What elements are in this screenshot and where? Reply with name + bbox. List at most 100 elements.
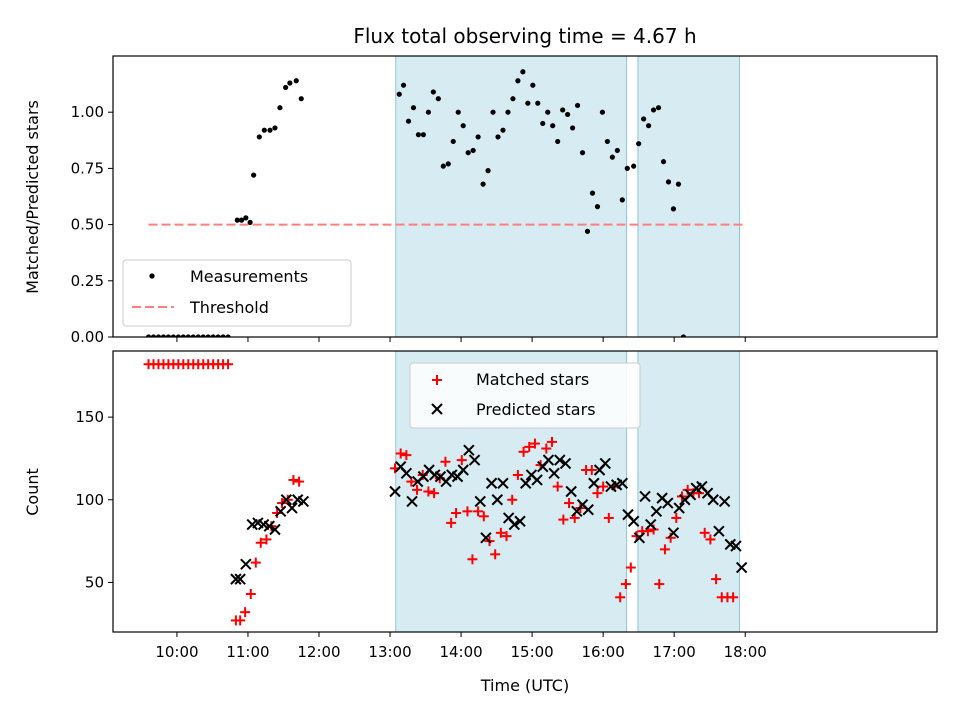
measurement-point	[277, 105, 283, 111]
predicted-star-point	[520, 477, 532, 489]
measurement-point	[560, 107, 566, 113]
predicted-star-point	[616, 477, 629, 489]
measurement-point	[261, 127, 267, 133]
measurement-point	[743, 0, 748, 3]
x-axis-label: Time (UTC)	[480, 676, 569, 695]
predicted-star-point	[588, 477, 600, 489]
measurement-point	[185, 334, 191, 337]
measurement-point	[450, 138, 456, 145]
measurement-point	[155, 334, 162, 337]
measurement-point	[415, 132, 422, 138]
predicted-star-point	[234, 573, 246, 585]
matched-star-point	[495, 527, 506, 538]
count-panel: 50 100 150 10:00 11:00 12:00 13:00 14:00 15:00 16…	[75, 350, 938, 661]
y-tick-label: 0.75	[71, 159, 104, 177]
measurement-point	[160, 334, 167, 337]
legend: Measurements Threshold	[122, 259, 352, 327]
measurement-point	[165, 334, 172, 337]
predicted-star-point	[633, 532, 646, 544]
measurement-point	[490, 109, 496, 115]
measurement-point	[234, 217, 240, 223]
legend-predicted-label: Predicted stars	[476, 400, 596, 419]
predicted-star-point	[713, 525, 725, 537]
predicted-star-point	[639, 490, 651, 503]
y-tick-label: 0.00	[71, 328, 104, 346]
measurement-point	[675, 181, 682, 187]
legend: Matched stars Predicted stars	[409, 362, 641, 429]
matched-star-point	[473, 506, 484, 517]
matched-star-point	[711, 574, 722, 585]
matched-star-point	[654, 579, 665, 590]
measurement-point	[465, 150, 471, 156]
x-tick-label: 18:00	[724, 643, 767, 661]
measurement-point	[220, 334, 226, 337]
predicted-star-point	[269, 523, 281, 536]
measurement-point	[711, 0, 716, 3]
predicted-star-point	[263, 520, 275, 532]
measurement-point	[238, 217, 245, 223]
matched-star-point	[625, 562, 636, 573]
measurement-point	[555, 138, 561, 145]
observing-window-2	[637, 350, 741, 633]
predicted-star-point	[468, 454, 481, 466]
measurement-point	[584, 228, 591, 234]
legend-measurements-marker	[149, 273, 155, 279]
predicted-star-point	[627, 515, 640, 527]
measurement-point	[455, 109, 461, 115]
measurement-point	[396, 91, 402, 97]
measurement-point	[400, 82, 407, 88]
matched-star-point	[412, 484, 423, 495]
measurement-point	[579, 150, 586, 156]
measurement-point	[500, 127, 506, 133]
measurement-point	[589, 190, 596, 196]
observing-window-1	[395, 55, 628, 338]
measurement-point	[726, 0, 731, 3]
predicted-star-point	[662, 497, 674, 509]
matched-star-point	[518, 446, 529, 457]
measurement-point	[405, 118, 412, 124]
measurement-point	[505, 109, 511, 115]
measurement-point	[545, 109, 551, 115]
measurement-point	[247, 219, 253, 225]
predicted-star-point	[582, 503, 594, 516]
predicted-star-point	[735, 561, 748, 574]
measurement-point	[565, 111, 571, 118]
matched-star-point	[512, 469, 523, 480]
predicted-star-point	[559, 457, 572, 470]
predicted-star-point	[485, 477, 498, 489]
measurement-point	[440, 163, 446, 169]
measurement-point	[435, 96, 441, 102]
predicted-star-point	[565, 485, 577, 498]
predicted-star-point	[718, 495, 731, 508]
legend-matched-marker	[432, 375, 442, 385]
measurement-point	[619, 197, 625, 203]
predicted-star-point	[491, 494, 504, 506]
measurement-point	[480, 181, 486, 187]
matched-star-point	[255, 537, 266, 548]
predicted-star-point	[542, 454, 555, 466]
x-tick-label: 16:00	[582, 643, 625, 661]
measurement-point	[287, 80, 293, 86]
predicted-star-point	[474, 495, 486, 508]
matched-star-point	[529, 438, 540, 449]
measurement-point	[210, 334, 216, 337]
measurement-point	[272, 125, 278, 131]
x-tick-label: 12:00	[297, 643, 340, 661]
measurement-point	[520, 69, 526, 75]
predicted-star-point	[389, 485, 401, 498]
predicted-star-point	[400, 467, 413, 480]
measurement-point	[425, 109, 431, 115]
measurement-point	[515, 78, 521, 84]
measurement-point	[646, 123, 652, 129]
measurement-point	[445, 161, 451, 167]
bottom-panel-y-axis-label: Count	[23, 468, 42, 516]
y-tick-label: 100	[75, 491, 104, 509]
predicted-star-point	[280, 494, 293, 506]
measurement-point	[170, 334, 176, 337]
x-tick-label: 11:00	[226, 643, 269, 661]
y-tick-label: 0.25	[71, 272, 104, 290]
measurement-point	[655, 105, 662, 111]
predicted-star-point	[508, 518, 521, 531]
matched-star-point	[659, 544, 670, 555]
measurement-point	[530, 82, 536, 88]
